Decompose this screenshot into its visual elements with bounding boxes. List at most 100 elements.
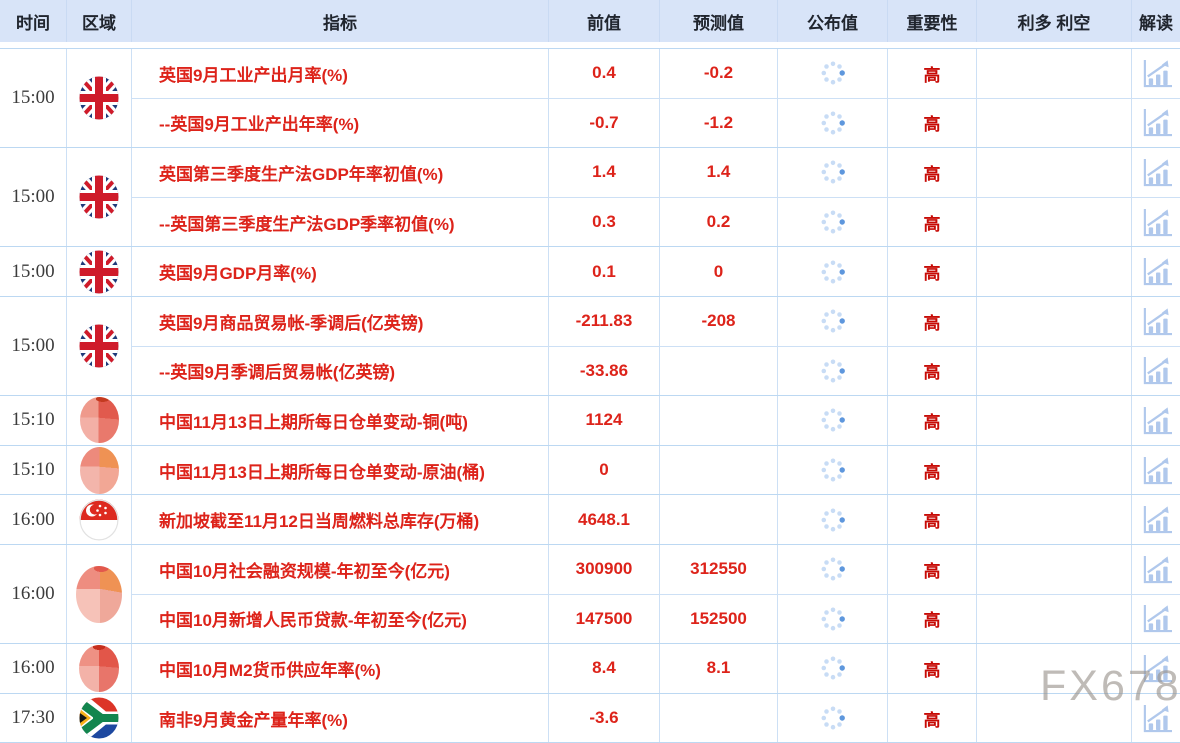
bar-chart-icon[interactable] — [1140, 455, 1173, 486]
interpretation-cell[interactable] — [1132, 446, 1180, 495]
header-col-previous: 前值 — [549, 0, 660, 42]
importance-badge: 高 — [888, 644, 977, 693]
interpretation-cell[interactable] — [1132, 595, 1180, 644]
bar-chart-icon[interactable] — [1140, 355, 1173, 386]
bullish-bearish-cell — [977, 544, 1132, 594]
indicator-label[interactable]: 英国9月GDP月率(%) — [132, 247, 549, 296]
table-row-group: 16:00 新加坡截至11月12日当周燃料总库存(万桶) 4648.1 高 — [0, 495, 1180, 545]
region-cell — [67, 445, 132, 495]
region-cell — [67, 495, 132, 544]
time-cell: 15:10 — [0, 445, 67, 495]
bar-chart-icon[interactable] — [1140, 58, 1173, 89]
published-value-cell — [778, 495, 888, 544]
bar-chart-icon[interactable] — [1140, 554, 1173, 585]
time-cell: 16:00 — [0, 644, 67, 693]
indicator-label[interactable]: 中国10月新增人民币贷款-年初至今(亿元) — [132, 594, 549, 644]
region-cell — [67, 296, 132, 396]
interpretation-cell[interactable] — [1132, 297, 1180, 346]
bullish-bearish-cell — [977, 247, 1132, 296]
table-row[interactable]: 南非9月黄金产量年率(%) -3.6 高 — [132, 693, 1180, 743]
loading-spinner-icon — [820, 159, 846, 185]
table-row-group: 15:00 英国第三季度生产法GDP年率初值(%) 1.4 1.4 高 --英国… — [0, 148, 1180, 248]
indicator-label[interactable]: 南非9月黄金产量年率(%) — [132, 693, 549, 743]
bar-chart-icon[interactable] — [1140, 504, 1173, 535]
table-row-group: 15:10 中国11月13日上期所每日仓单变动-铜(吨) 1124 高 — [0, 396, 1180, 446]
bullish-bearish-cell — [977, 594, 1132, 644]
table-row[interactable]: 中国10月社会融资规模-年初至今(亿元) 300900 312550 高 — [132, 544, 1180, 594]
published-value-cell — [778, 247, 888, 296]
interpretation-cell[interactable] — [1132, 347, 1180, 396]
interpretation-cell[interactable] — [1132, 495, 1180, 544]
indicator-label[interactable]: 新加坡截至11月12日当周燃料总库存(万桶) — [132, 495, 549, 544]
table-row[interactable]: --英国第三季度生产法GDP季率初值(%) 0.3 0.2 高 — [132, 196, 1180, 247]
published-value-cell — [778, 296, 888, 346]
bullish-bearish-cell — [977, 644, 1132, 693]
indicator-label[interactable]: 英国9月工业产出月率(%) — [132, 49, 549, 98]
bullish-bearish-cell — [977, 49, 1132, 98]
loading-spinner-icon — [820, 209, 846, 235]
interpretation-cell[interactable] — [1132, 148, 1180, 197]
bar-chart-icon[interactable] — [1140, 207, 1173, 238]
forecast-value — [660, 693, 778, 743]
region-cell — [67, 148, 132, 247]
loading-spinner-icon — [820, 407, 846, 433]
bullish-bearish-cell — [977, 693, 1132, 743]
bar-chart-icon[interactable] — [1140, 107, 1173, 138]
published-value-cell — [778, 346, 888, 396]
bar-chart-icon[interactable] — [1140, 306, 1173, 337]
indicator-label[interactable]: 中国10月M2货币供应年率(%) — [132, 644, 549, 693]
indicator-label[interactable]: 中国11月13日上期所每日仓单变动-铜(吨) — [132, 396, 549, 445]
table-row[interactable]: --英国9月工业产出年率(%) -0.7 -1.2 高 — [132, 97, 1180, 148]
interpretation-cell[interactable] — [1132, 198, 1180, 247]
published-value-cell — [778, 98, 888, 148]
table-row[interactable]: 中国11月13日上期所每日仓单变动-铜(吨) 1124 高 — [132, 396, 1180, 445]
bar-chart-icon[interactable] — [1140, 157, 1173, 188]
table-row[interactable]: 中国10月M2货币供应年率(%) 8.4 8.1 高 — [132, 644, 1180, 693]
interpretation-cell[interactable] — [1132, 99, 1180, 148]
table-row[interactable]: 英国9月商品贸易帐-季调后(亿英镑) -211.83 -208 高 — [132, 296, 1180, 346]
china-flag-pixelated-icon — [79, 644, 119, 692]
bar-chart-icon[interactable] — [1140, 603, 1173, 634]
time-cell: 15:00 — [0, 49, 67, 148]
table-row[interactable]: 英国9月GDP月率(%) 0.1 0 高 — [132, 247, 1180, 296]
watermark-fx678: FX678 — [1040, 662, 1180, 710]
indicator-label[interactable]: --英国9月季调后贸易帐(亿英镑) — [132, 346, 549, 396]
interpretation-cell[interactable] — [1132, 545, 1180, 594]
published-value-cell — [778, 544, 888, 594]
table-row[interactable]: 英国9月工业产出月率(%) 0.4 -0.2 高 — [132, 49, 1180, 98]
published-value-cell — [778, 197, 888, 247]
published-value-cell — [778, 644, 888, 693]
forecast-value: -208 — [660, 296, 778, 346]
importance-badge: 高 — [888, 247, 977, 296]
time-cell: 16:00 — [0, 544, 67, 644]
interpretation-cell[interactable] — [1132, 396, 1180, 445]
loading-spinner-icon — [820, 308, 846, 334]
loading-spinner-icon — [820, 705, 846, 731]
table-row-group: 15:00 英国9月商品贸易帐-季调后(亿英镑) -211.83 -208 高 … — [0, 296, 1180, 397]
indicator-label[interactable]: 英国第三季度生产法GDP年率初值(%) — [132, 148, 549, 197]
bullish-bearish-cell — [977, 148, 1132, 197]
forecast-value: 1.4 — [660, 148, 778, 197]
bar-chart-icon[interactable] — [1140, 256, 1173, 287]
previous-value: 0.3 — [549, 197, 660, 247]
indicator-label[interactable]: 中国10月社会融资规模-年初至今(亿元) — [132, 544, 549, 594]
indicator-label[interactable]: --英国第三季度生产法GDP季率初值(%) — [132, 197, 549, 247]
bar-chart-icon[interactable] — [1140, 405, 1173, 436]
indicator-label[interactable]: --英国9月工业产出年率(%) — [132, 98, 549, 148]
interpretation-cell[interactable] — [1132, 247, 1180, 296]
china-flag-pixelated-icon — [76, 565, 122, 623]
indicator-label[interactable]: 英国9月商品贸易帐-季调后(亿英镑) — [132, 296, 549, 346]
importance-badge: 高 — [888, 346, 977, 396]
interpretation-cell[interactable] — [1132, 49, 1180, 98]
header-col-indicator: 指标 — [132, 0, 549, 42]
table-row[interactable]: 中国10月新增人民币贷款-年初至今(亿元) 147500 152500 高 — [132, 593, 1180, 644]
table-row[interactable]: --英国9月季调后贸易帐(亿英镑) -33.86 高 — [132, 345, 1180, 396]
uk-flag-icon — [79, 76, 119, 120]
forecast-value: 312550 — [660, 544, 778, 594]
table-row[interactable]: 中国11月13日上期所每日仓单变动-原油(桶) 0 高 — [132, 445, 1180, 495]
indicator-label[interactable]: 中国11月13日上期所每日仓单变动-原油(桶) — [132, 445, 549, 495]
previous-value: 0.4 — [549, 49, 660, 98]
bullish-bearish-cell — [977, 197, 1132, 247]
table-row[interactable]: 英国第三季度生产法GDP年率初值(%) 1.4 1.4 高 — [132, 148, 1180, 197]
table-row[interactable]: 新加坡截至11月12日当周燃料总库存(万桶) 4648.1 高 — [132, 495, 1180, 544]
